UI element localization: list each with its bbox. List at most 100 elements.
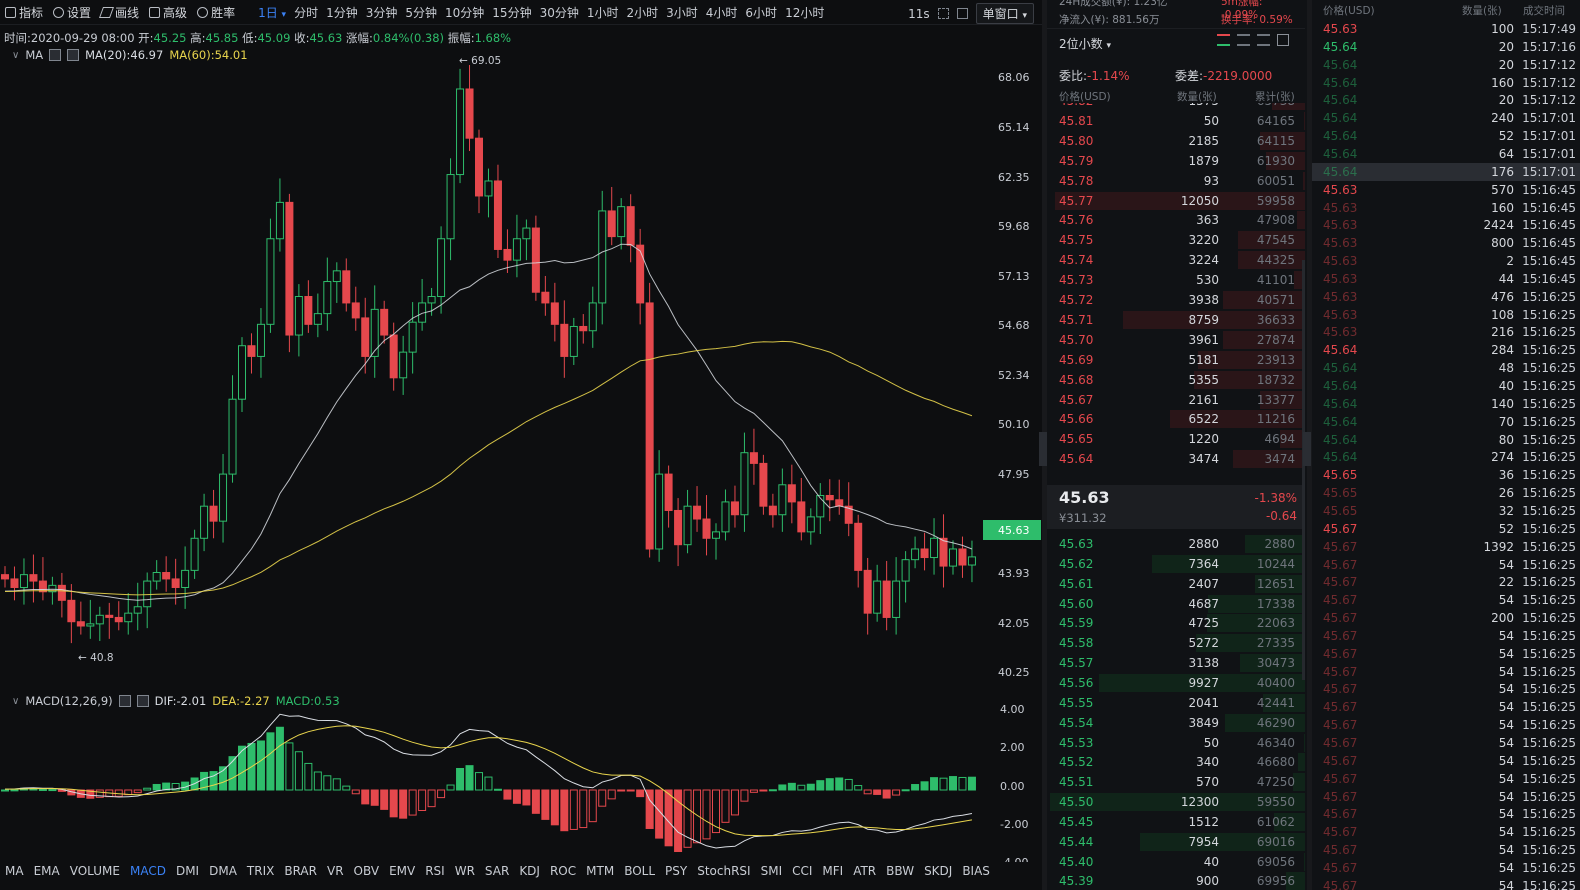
ask-row[interactable]: 45.66 6522 11216 xyxy=(1047,409,1305,429)
trade-row[interactable]: 45.63 2 15:16:45 xyxy=(1312,252,1580,270)
ob-scrollbar[interactable] xyxy=(1302,260,1305,680)
indicator-tab[interactable]: MA xyxy=(5,864,24,878)
timeframe-item[interactable]: 15分钟 xyxy=(492,5,532,20)
indicator-tab[interactable]: VOLUME xyxy=(69,864,120,878)
indicator-tab[interactable]: EMV xyxy=(389,864,416,878)
indicator-tab[interactable]: EMA xyxy=(33,864,60,878)
fullscreen-icon[interactable] xyxy=(937,8,949,19)
trade-row[interactable]: 45.64 20 15:17:12 xyxy=(1312,91,1580,109)
trade-row[interactable]: 45.63 160 15:16:45 xyxy=(1312,199,1580,217)
trade-row[interactable]: 45.64 20 15:17:16 xyxy=(1312,38,1580,56)
trade-row[interactable]: 45.64 64 15:17:01 xyxy=(1312,145,1580,163)
indicator-tab[interactable]: BBW xyxy=(886,864,915,878)
ask-row[interactable]: 45.72 3938 40571 xyxy=(1047,290,1305,310)
trade-row[interactable]: 45.67 54 15:16:25 xyxy=(1312,663,1580,681)
bid-row[interactable]: 45.52 340 46680 xyxy=(1047,752,1305,772)
ask-row[interactable]: 45.81 50 64165 xyxy=(1047,111,1305,131)
indicator-tab[interactable]: PSY xyxy=(665,864,688,878)
trade-row[interactable]: 45.67 54 15:16:25 xyxy=(1312,698,1580,716)
indicator-tab[interactable]: SKDJ xyxy=(924,864,953,878)
trade-row[interactable]: 45.64 70 15:16:25 xyxy=(1312,413,1580,431)
trade-row[interactable]: 45.67 22 15:16:25 xyxy=(1312,573,1580,591)
indicator-tab[interactable]: VR xyxy=(326,864,344,878)
bid-row[interactable]: 45.55 2041 42441 xyxy=(1047,693,1305,713)
trade-row[interactable]: 45.64 48 15:16:25 xyxy=(1312,359,1580,377)
indicator-tab[interactable]: StochRSI xyxy=(697,864,751,878)
ask-row[interactable]: 45.69 5181 23913 xyxy=(1047,350,1305,370)
trade-row[interactable]: 45.64 40 15:16:25 xyxy=(1312,377,1580,395)
ask-row[interactable]: 45.71 8759 36633 xyxy=(1047,310,1305,330)
trade-row[interactable]: 45.67 54 15:16:25 xyxy=(1312,627,1580,645)
popout-icon[interactable] xyxy=(1277,34,1289,46)
indicator-tab[interactable]: BOLL xyxy=(624,864,656,878)
indicator-tab[interactable]: RSI xyxy=(425,864,445,878)
trade-row[interactable]: 45.67 1392 15:16:25 xyxy=(1312,538,1580,556)
bid-row[interactable]: 45.59 4725 22063 xyxy=(1047,613,1305,633)
timeframe-item[interactable]: 5分钟 xyxy=(405,5,438,20)
bid-row[interactable]: 45.57 3138 30473 xyxy=(1047,653,1305,673)
macd-chart[interactable]: 4.00 2.00 0.00 -2.00 -4.00 xyxy=(0,692,1042,862)
indicator-tab[interactable]: CCI xyxy=(792,864,813,878)
trade-row[interactable]: 45.63 108 15:16:25 xyxy=(1312,306,1580,324)
timeframe-item[interactable]: 10分钟 xyxy=(445,5,485,20)
indicator-tab[interactable]: DMA xyxy=(209,864,237,878)
trade-row[interactable]: 45.64 274 15:16:25 xyxy=(1312,448,1580,466)
trade-row[interactable]: 45.64 240 15:17:01 xyxy=(1312,109,1580,127)
collapse-right-handle[interactable] xyxy=(1303,432,1311,466)
timeframe-item[interactable]: 1小时 xyxy=(586,5,619,20)
timeframe-item[interactable]: 2小时 xyxy=(626,5,659,20)
indicator-tab[interactable]: TRIX xyxy=(246,864,275,878)
indicator-tab[interactable]: ATR xyxy=(853,864,877,878)
trade-row[interactable]: 45.63 800 15:16:45 xyxy=(1312,234,1580,252)
tool-winrate[interactable]: 胜率 xyxy=(192,4,240,21)
trade-row[interactable]: 45.65 32 15:16:25 xyxy=(1312,502,1580,520)
trade-row[interactable]: 45.64 140 15:16:25 xyxy=(1312,395,1580,413)
ask-row[interactable]: 45.67 2161 13377 xyxy=(1047,390,1305,410)
bid-row[interactable]: 45.44 7954 69016 xyxy=(1047,832,1305,852)
trade-row[interactable]: 45.63 100 15:17:49 xyxy=(1312,20,1580,38)
trade-row[interactable]: 45.67 54 15:16:25 xyxy=(1312,645,1580,663)
trade-row[interactable]: 45.67 54 15:16:25 xyxy=(1312,788,1580,806)
trade-row[interactable]: 45.64 284 15:16:25 xyxy=(1312,341,1580,359)
trade-row[interactable]: 45.64 160 15:17:12 xyxy=(1312,74,1580,92)
ask-row[interactable]: 45.73 530 41101 xyxy=(1047,270,1305,290)
collapse-chevron-icon[interactable]: ∨ xyxy=(12,49,20,61)
ask-row[interactable]: 45.82 1575 65738 xyxy=(1047,103,1305,111)
ask-row[interactable]: 45.65 1220 4694 xyxy=(1047,429,1305,449)
trade-row[interactable]: 45.64 20 15:17:12 xyxy=(1312,56,1580,74)
trade-row[interactable]: 45.63 44 15:16:45 xyxy=(1312,270,1580,288)
bid-row[interactable]: 45.58 5272 27335 xyxy=(1047,633,1305,653)
ask-row[interactable]: 45.76 363 47908 xyxy=(1047,210,1305,230)
trade-row[interactable]: 45.63 570 15:16:45 xyxy=(1312,181,1580,199)
trade-row[interactable]: 45.64 80 15:16:25 xyxy=(1312,431,1580,449)
ask-row[interactable]: 45.68 5355 18732 xyxy=(1047,370,1305,390)
indicator-tab[interactable]: SMI xyxy=(760,864,783,878)
indicator-tab[interactable]: BRAR xyxy=(284,864,317,878)
bid-row[interactable]: 45.62 7364 10244 xyxy=(1047,554,1305,574)
timeframe-item[interactable]: 4小时 xyxy=(705,5,738,20)
bid-row[interactable]: 45.50 12300 59550 xyxy=(1047,792,1305,812)
window-mode-select[interactable]: 单窗口 ▾ xyxy=(975,3,1034,24)
trade-row[interactable]: 45.67 54 15:16:25 xyxy=(1312,716,1580,734)
indicator-tab[interactable]: SAR xyxy=(484,864,510,878)
tool-draw[interactable]: 画线 xyxy=(96,4,144,21)
bid-row[interactable]: 45.53 50 46340 xyxy=(1047,733,1305,753)
trade-row[interactable]: 45.67 54 15:16:25 xyxy=(1312,841,1580,859)
trade-row[interactable]: 45.63 476 15:16:25 xyxy=(1312,288,1580,306)
ask-row[interactable]: 45.74 3224 44325 xyxy=(1047,250,1305,270)
timeframe-item[interactable]: 12小时 xyxy=(785,5,825,20)
screenshot-icon[interactable] xyxy=(956,8,968,19)
trade-row[interactable]: 45.67 54 15:16:25 xyxy=(1312,734,1580,752)
bid-row[interactable]: 45.61 2407 12651 xyxy=(1047,574,1305,594)
bid-row[interactable]: 45.56 9927 40400 xyxy=(1047,673,1305,693)
timeframe-item[interactable]: 6小时 xyxy=(745,5,778,20)
trade-row[interactable]: 45.64 176 15:17:01 xyxy=(1312,162,1580,181)
indicator-tab[interactable]: BIAS xyxy=(962,864,990,878)
indicator-tab[interactable]: ROC xyxy=(549,864,577,878)
period-select[interactable]: 1日 ▾ xyxy=(254,4,290,21)
ma-settings-icon[interactable] xyxy=(49,49,62,61)
bid-row[interactable]: 45.45 1512 61062 xyxy=(1047,812,1305,832)
candlestick-chart[interactable]: 68.06 65.14 62.35 59.68 57.13 54.68 52.34 50.10… xyxy=(0,0,1042,690)
bid-row[interactable]: 45.60 4687 17338 xyxy=(1047,594,1305,614)
ma-close-icon[interactable] xyxy=(67,49,80,61)
